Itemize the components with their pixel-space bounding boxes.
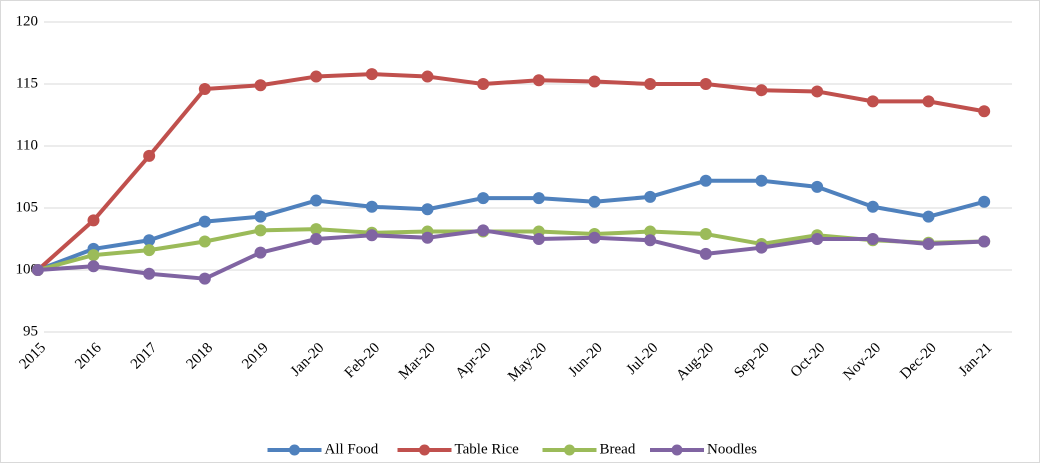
data-point (532, 192, 545, 205)
data-point (477, 224, 490, 237)
data-point (811, 85, 824, 98)
data-point (477, 78, 490, 90)
data-point (588, 75, 601, 88)
legend-marker (289, 444, 300, 456)
data-point (365, 229, 378, 242)
data-point (978, 195, 991, 208)
legend-marker (671, 444, 683, 456)
data-point (421, 231, 434, 244)
data-point (143, 244, 156, 257)
legend-label: Table Rice (455, 441, 520, 457)
data-point (644, 225, 657, 238)
data-point (143, 267, 156, 280)
legend: All Food Table Rice Bread Noodles (267, 441, 757, 457)
series-line (37, 227, 985, 272)
data-point (198, 82, 211, 95)
y-tick-label: 95 (23, 323, 38, 339)
data-point (254, 246, 267, 259)
data-point (755, 174, 768, 187)
data-point (198, 272, 211, 285)
legend-label: All Food (325, 441, 379, 457)
data-point (644, 234, 657, 247)
data-point (644, 190, 657, 203)
legend-marker (419, 444, 430, 456)
y-tick-label: 115 (16, 75, 38, 91)
data-point (699, 247, 712, 260)
data-point (588, 195, 601, 208)
data-point (866, 95, 879, 108)
data-point (421, 203, 434, 216)
data-point (699, 228, 712, 241)
data-point (922, 237, 935, 250)
data-point (477, 192, 490, 205)
data-point (811, 180, 824, 193)
data-point (866, 233, 879, 245)
data-point (87, 260, 100, 273)
data-point (310, 223, 323, 236)
series-line (37, 178, 985, 272)
data-point (699, 78, 712, 90)
data-point (699, 174, 712, 187)
y-tick-label: 105 (16, 199, 39, 215)
data-point (755, 84, 768, 97)
data-point (922, 95, 935, 108)
data-point (755, 241, 768, 254)
data-point (532, 233, 545, 245)
series-line (36, 72, 985, 272)
data-point (31, 264, 44, 276)
data-point (254, 79, 267, 92)
data-point (644, 78, 657, 90)
data-point (254, 210, 267, 223)
data-point (922, 210, 935, 223)
y-tick-label: 120 (16, 13, 39, 29)
data-point (978, 105, 991, 118)
data-point (978, 235, 991, 248)
data-point (143, 234, 156, 247)
data-point (198, 215, 211, 228)
y-tick-label: 110 (16, 137, 38, 153)
data-point (866, 200, 879, 213)
legend-label: Noodles (707, 441, 757, 457)
data-point (365, 68, 378, 81)
data-point (532, 74, 545, 87)
data-point (87, 249, 100, 262)
data-point (254, 224, 267, 237)
data-point (310, 233, 323, 245)
data-point (198, 235, 211, 248)
legend-label: Bread (600, 441, 636, 457)
data-point (421, 70, 434, 83)
series-line (37, 228, 985, 281)
data-point (87, 214, 100, 227)
data-point (143, 149, 156, 162)
data-point (811, 233, 824, 245)
legend-marker (564, 444, 575, 456)
y-tick-label: 100 (16, 261, 39, 277)
data-point (365, 200, 378, 213)
data-point (588, 231, 601, 244)
data-point (310, 70, 323, 83)
data-point (310, 194, 323, 207)
